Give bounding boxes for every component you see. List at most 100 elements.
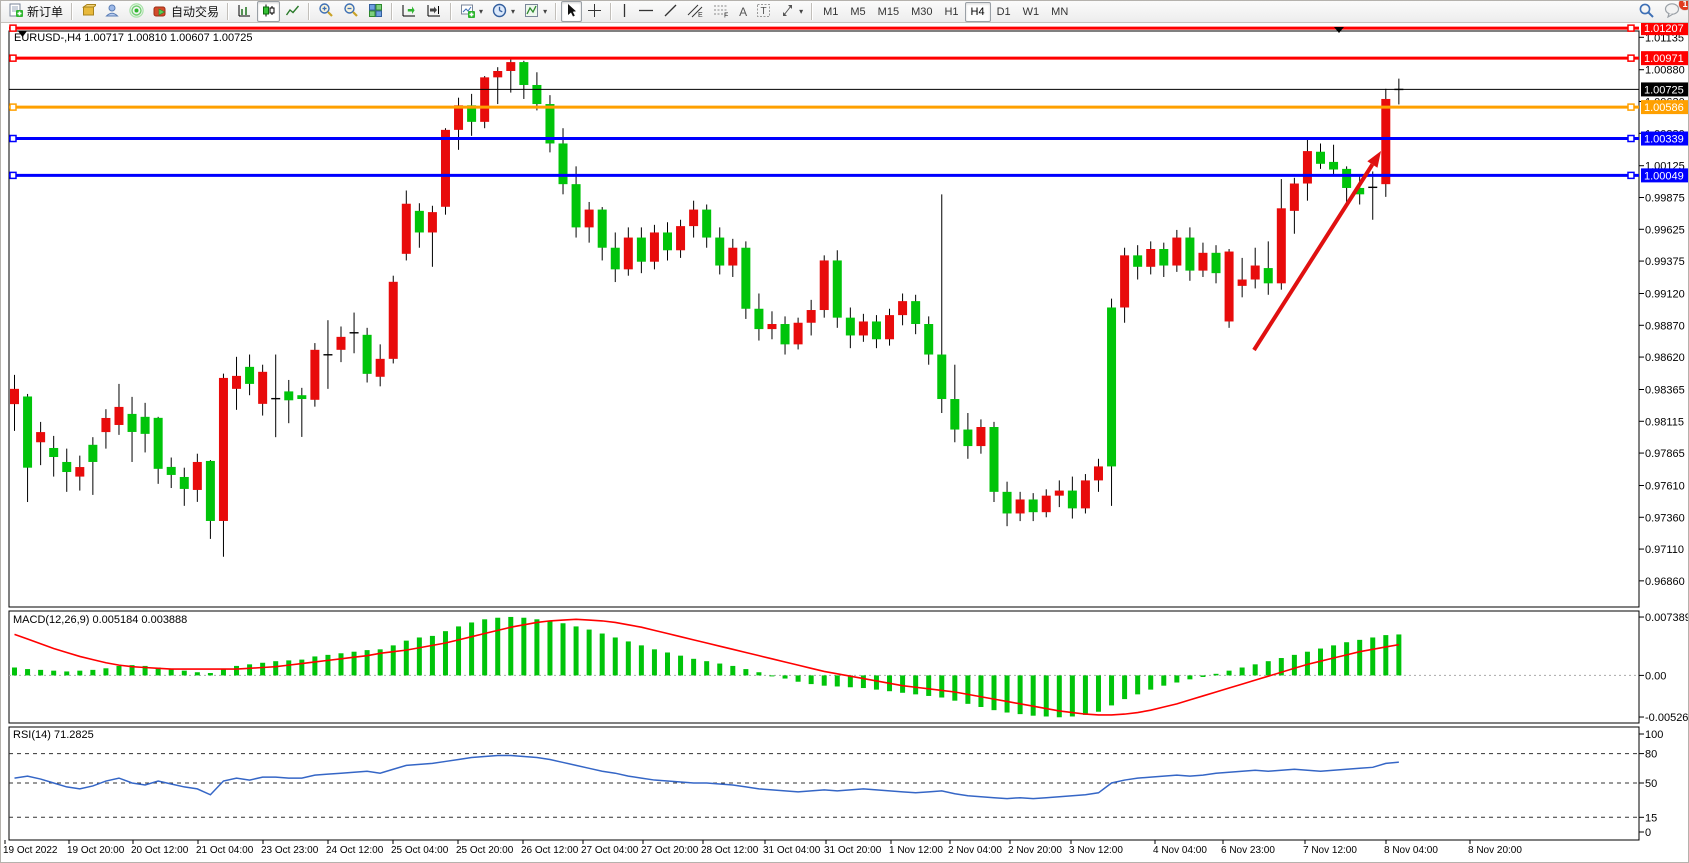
indicators-icon: [524, 3, 539, 21]
svg-text:0.99625: 0.99625: [1645, 224, 1685, 236]
horizontal-line-object[interactable]: [9, 103, 1639, 111]
line-handle: [9, 54, 17, 62]
fibonacci-tool-button[interactable]: F: [709, 1, 734, 22]
horizontal-line-object[interactable]: [9, 54, 1639, 62]
chart-shift-marker[interactable]: [1334, 27, 1344, 33]
profile-button[interactable]: [77, 1, 100, 22]
horizontal-line-object[interactable]: [9, 24, 1639, 32]
timeframe-button-d1[interactable]: D1: [996, 5, 1011, 18]
svg-text:27 Oct 20:00: 27 Oct 20:00: [641, 845, 699, 856]
line-handle: [1627, 134, 1635, 143]
search-button[interactable]: [1634, 1, 1659, 22]
cursor-tool-button[interactable]: [561, 1, 583, 22]
timeframe-button-m15[interactable]: M15: [877, 5, 900, 18]
timeframe-button-h4[interactable]: H4: [964, 1, 991, 22]
signals-button[interactable]: [125, 1, 148, 22]
trendline-tool-button[interactable]: [659, 1, 682, 22]
new-chart-button[interactable]: ▾: [456, 1, 487, 22]
tile-windows-button[interactable]: [364, 1, 387, 22]
chevron-down-icon: ▾: [479, 7, 484, 16]
svg-text:0.97865: 0.97865: [1645, 448, 1685, 460]
time-axis[interactable]: 19 Oct 2022 19 Oct 20:00 20 Oct 12:00 21 Oc…: [3, 840, 1522, 856]
macd-label: MACD(12,26,9) 0.005184 0.003888: [13, 614, 187, 626]
text-icon: A: [739, 4, 748, 19]
line-handle: [9, 103, 17, 111]
chart-title: EURUSD-,H4 1.00717 1.00810 1.00607 1.007…: [14, 32, 253, 44]
line-chart-type-button[interactable]: [281, 1, 304, 22]
svg-text:1.00971: 1.00971: [1644, 53, 1684, 65]
timeframe-button-mn[interactable]: MN: [1051, 5, 1069, 18]
svg-text:8 Nov 04:00: 8 Nov 04:00: [1384, 845, 1438, 856]
panel-frame: [8, 726, 1640, 841]
tile-windows-icon: [368, 3, 383, 21]
equidistant-channel-tool-button[interactable]: E: [683, 1, 708, 22]
timeframe-button-m30[interactable]: M30: [911, 5, 933, 18]
horizontal-line-object[interactable]: [9, 134, 1639, 143]
auto-scroll-button[interactable]: [397, 1, 421, 22]
svg-text:25 Oct 20:00: 25 Oct 20:00: [456, 845, 514, 856]
timeframe-button-w1[interactable]: W1: [1022, 5, 1040, 18]
separator: [308, 3, 311, 20]
line-handle: [1627, 24, 1635, 32]
trend-arrow-object[interactable]: [1252, 151, 1381, 352]
object-selection-marker: [18, 31, 27, 37]
indicators-button[interactable]: ▾: [520, 1, 551, 22]
svg-text:20 Oct 12:00: 20 Oct 12:00: [131, 845, 189, 856]
new-order-button[interactable]: 新订单: [5, 1, 67, 22]
timeframe-button-m5[interactable]: M5: [850, 5, 866, 18]
crosshair-icon: [587, 3, 602, 21]
timeframe-button-m1[interactable]: M1: [823, 5, 839, 18]
price-tags: 1.01207 1.00971 1.00725 1.00586 1.00339 1.000…: [1641, 23, 1688, 183]
svg-text:31 Oct 20:00: 31 Oct 20:00: [824, 845, 882, 856]
vertical-line-tool-button[interactable]: [616, 1, 633, 22]
zoom-out-button[interactable]: [339, 1, 363, 22]
svg-text:0.98870: 0.98870: [1645, 320, 1685, 332]
fibonacci-icon: F: [713, 3, 730, 21]
svg-text:0.96860: 0.96860: [1645, 576, 1685, 588]
svg-text:2 Nov 20:00: 2 Nov 20:00: [1008, 845, 1062, 856]
line-handle: [9, 134, 17, 143]
arrows-icon: [780, 3, 795, 21]
svg-text:6 Nov 23:00: 6 Nov 23:00: [1221, 845, 1275, 856]
chart-canvas[interactable]: 1.011351.008801.006301.003801.001250.998…: [1, 23, 1689, 863]
separator: [71, 3, 74, 20]
zoom-in-button[interactable]: [314, 1, 338, 22]
timeframe-button-h1[interactable]: H1: [944, 5, 959, 18]
svg-text:50: 50: [1645, 778, 1657, 790]
signal-icon: [129, 2, 144, 21]
text-label-tool-button[interactable]: T: [752, 1, 775, 22]
svg-text:19 Oct 20:00: 19 Oct 20:00: [67, 845, 125, 856]
horizontal-line-tool-button[interactable]: [634, 1, 658, 22]
line-handle: [9, 24, 17, 32]
svg-text:15: 15: [1645, 812, 1657, 824]
clock-icon: [492, 3, 507, 21]
bar-chart-type-button[interactable]: [233, 1, 256, 22]
svg-text:31 Oct 04:00: 31 Oct 04:00: [763, 845, 821, 856]
new-order-icon: [9, 3, 24, 21]
text-tool-button[interactable]: A: [735, 1, 751, 22]
separator: [811, 3, 814, 20]
svg-text:0.98365: 0.98365: [1645, 384, 1685, 396]
svg-text:0.99875: 0.99875: [1645, 193, 1685, 205]
macd-signal-line: [14, 618, 1399, 716]
chart-shift-button[interactable]: [422, 1, 446, 22]
svg-text:80: 80: [1645, 749, 1657, 761]
main-plot-area[interactable]: [9, 31, 1639, 607]
community-button[interactable]: [101, 1, 124, 22]
notifications-button[interactable]: 1: [1660, 1, 1688, 22]
line-handle: [1627, 103, 1635, 111]
cube-icon: [81, 3, 99, 21]
autotrading-button[interactable]: 自动交易: [149, 1, 223, 22]
arrows-tool-button[interactable]: ▾: [776, 1, 807, 22]
svg-text:0.98115: 0.98115: [1645, 416, 1684, 428]
timeframe-switcher: M1 M5 M15 M30 H1 H4 D1 W1 MN: [817, 1, 1074, 22]
crosshair-tool-button[interactable]: [583, 1, 606, 22]
separator: [391, 3, 394, 20]
person-icon: [105, 3, 120, 21]
svg-text:0: 0: [1645, 827, 1651, 839]
chat-bubble-icon: [1664, 3, 1682, 21]
svg-text:0.97110: 0.97110: [1645, 544, 1684, 556]
channel-icon: E: [687, 3, 704, 21]
profiles-button[interactable]: ▾: [488, 1, 519, 22]
candlestick-chart-type-button[interactable]: [257, 1, 281, 22]
